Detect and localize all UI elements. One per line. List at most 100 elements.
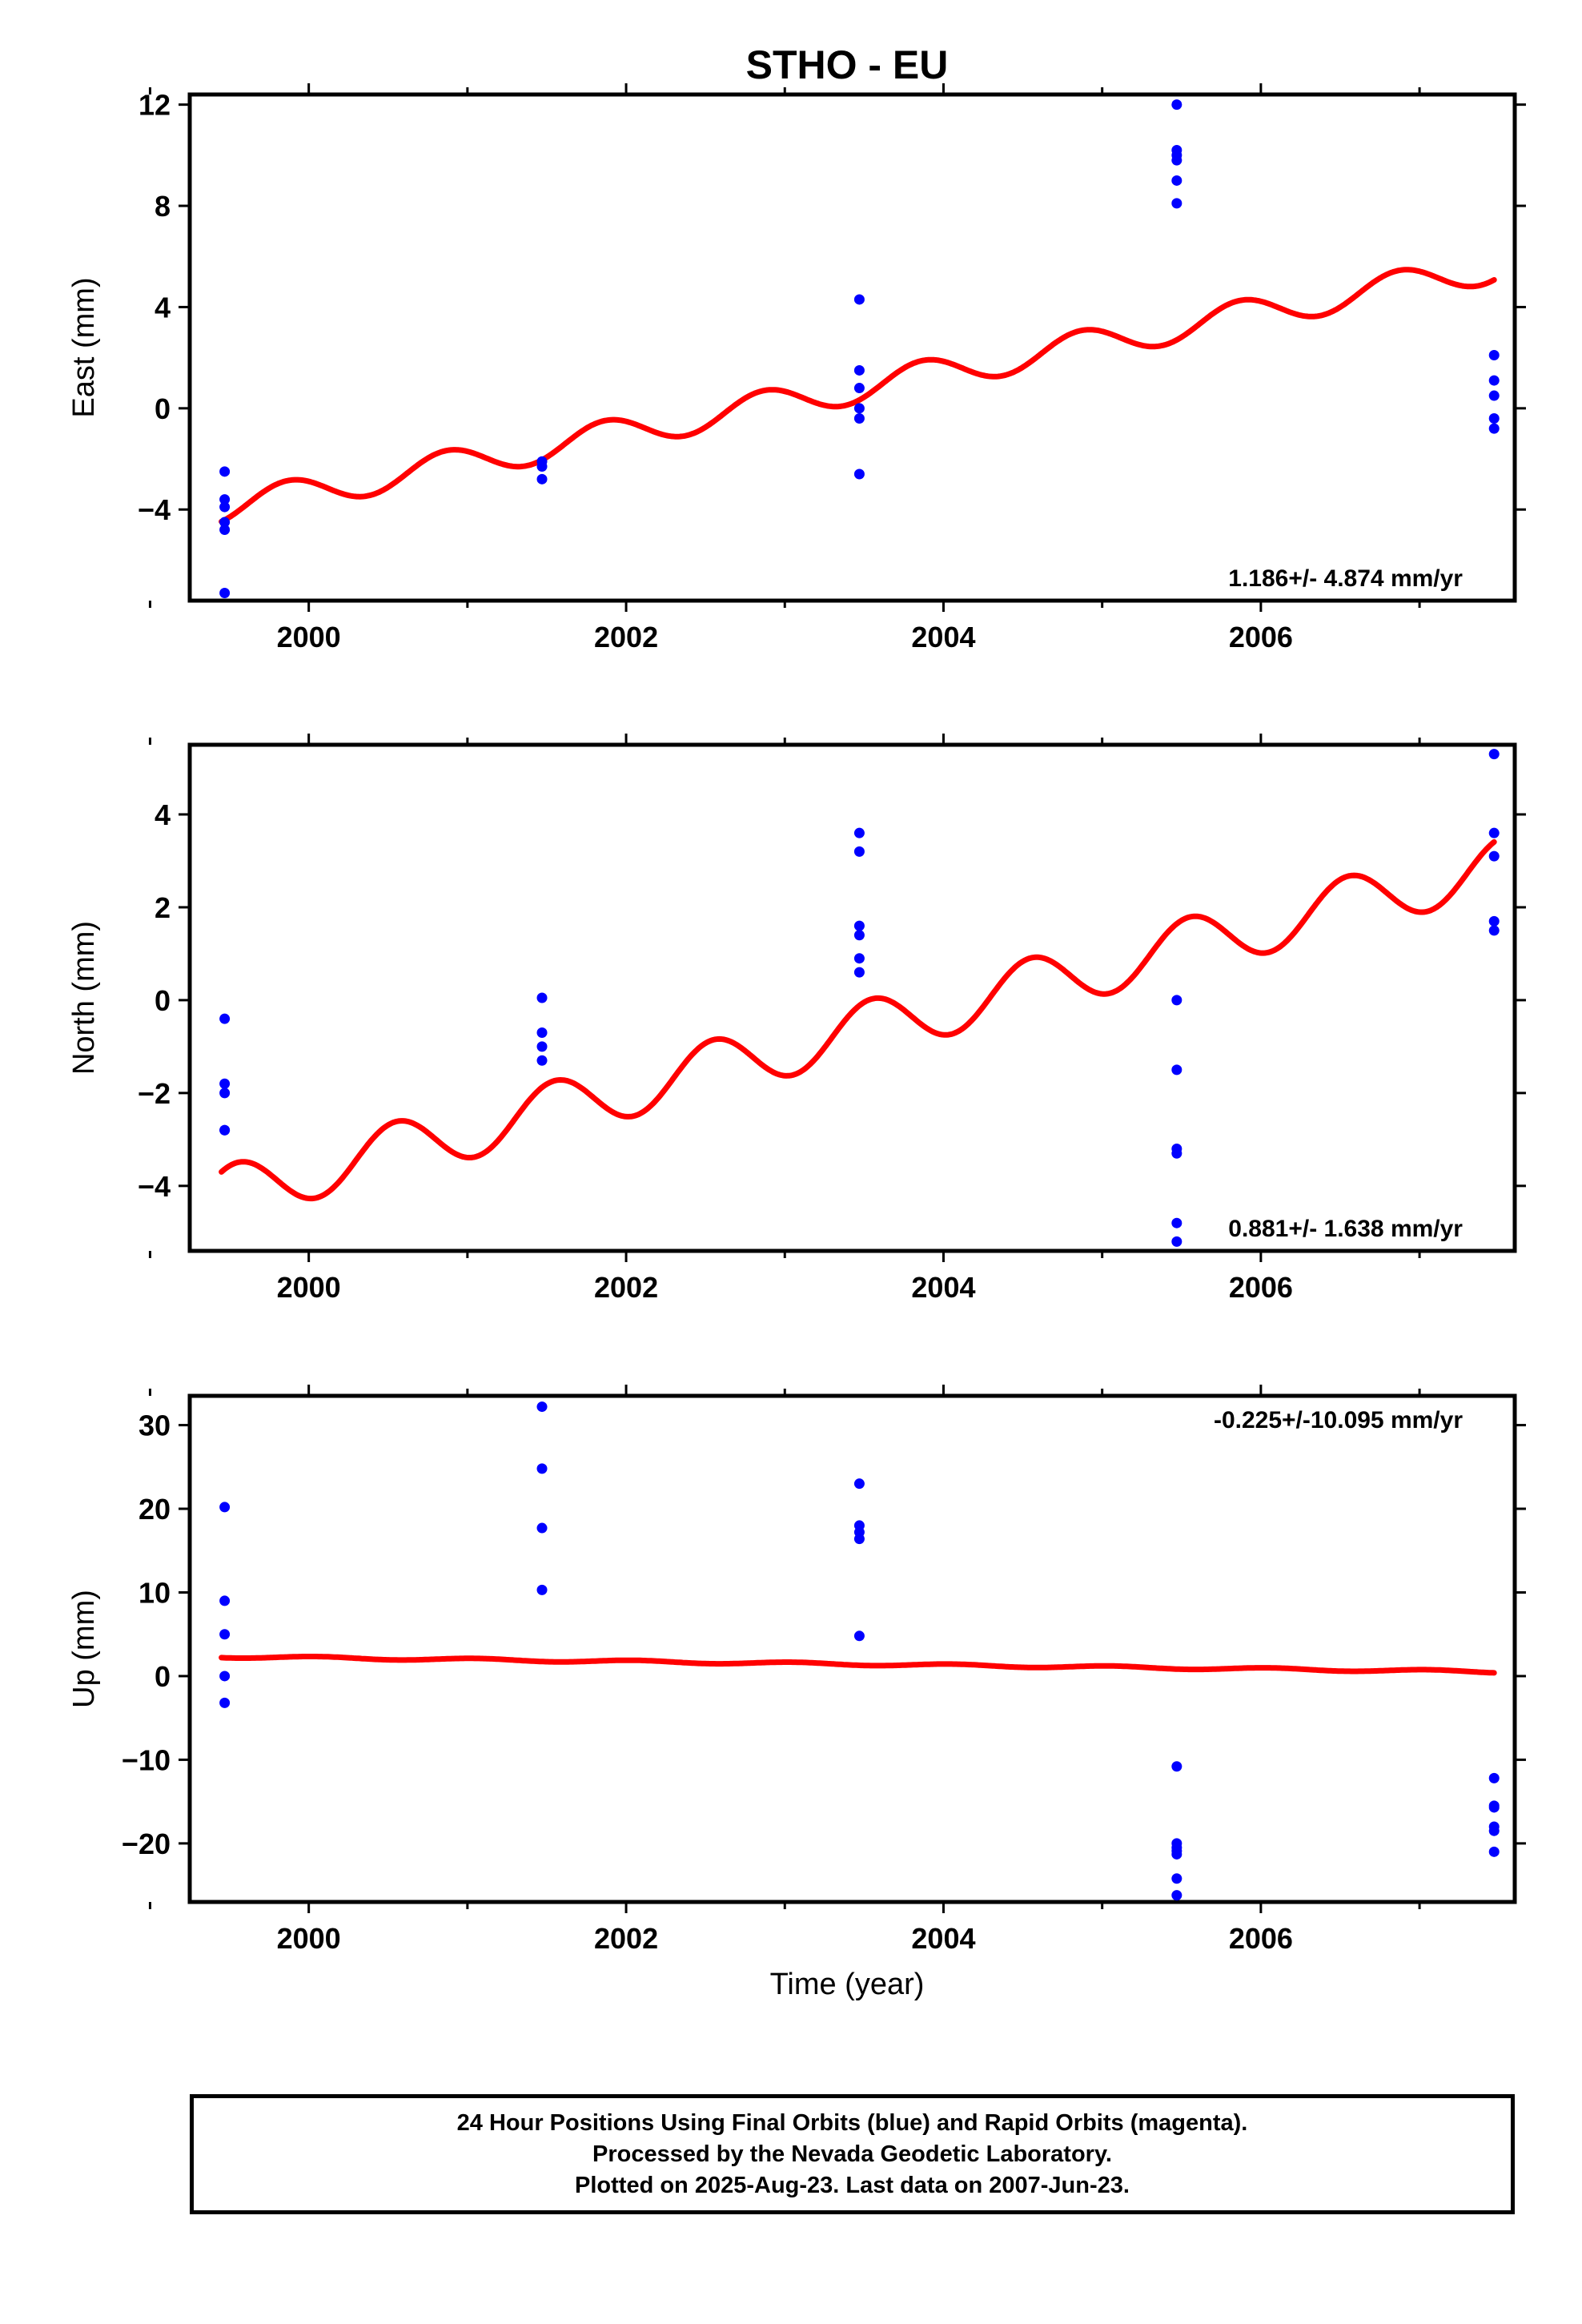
- data-point: [219, 494, 231, 505]
- x-tick-label: 2006: [1229, 621, 1293, 653]
- x-axis-title: Time (year): [770, 1968, 925, 2001]
- data-point: [1488, 925, 1500, 936]
- plot-area: [219, 1401, 1500, 1901]
- data-point: [1488, 412, 1500, 424]
- data-point: [1488, 1846, 1500, 1857]
- y-tick-label: 0: [155, 1660, 171, 1693]
- data-point: [536, 1584, 548, 1595]
- data-point: [853, 930, 865, 941]
- rate-label: 0.881+/- 1.638 mm/yr: [1228, 1216, 1463, 1242]
- data-point: [219, 501, 231, 513]
- data-point: [219, 1078, 231, 1089]
- footer-caption-box: 24 Hour Positions Using Final Orbits (bl…: [190, 2094, 1515, 2214]
- data-point: [1488, 1825, 1500, 1836]
- data-point: [853, 294, 865, 305]
- data-point: [219, 1595, 231, 1606]
- data-point: [1488, 349, 1500, 360]
- data-point: [853, 967, 865, 978]
- x-tick-label: 2004: [911, 1922, 975, 1955]
- x-tick-label: 2002: [594, 1922, 658, 1955]
- data-point: [1171, 1236, 1182, 1247]
- y-tick-label: −2: [138, 1077, 171, 1110]
- data-point: [853, 1630, 865, 1642]
- y-tick-label: 12: [139, 89, 171, 122]
- x-tick-label: 2002: [594, 621, 658, 653]
- y-tick-label: 10: [139, 1576, 171, 1609]
- data-point: [219, 1013, 231, 1024]
- x-tick-label: 2004: [911, 621, 975, 653]
- y-tick-label: 2: [155, 891, 171, 924]
- chart-title: STHO - EU: [746, 42, 949, 87]
- y-tick-label: −10: [122, 1743, 171, 1776]
- x-tick-label: 2006: [1229, 1271, 1293, 1304]
- data-point: [1171, 1064, 1182, 1076]
- x-tick-label: 2000: [277, 1922, 341, 1955]
- data-point: [1171, 1845, 1182, 1856]
- data-point: [536, 1463, 548, 1474]
- data-point: [219, 1671, 231, 1682]
- data-point: [853, 364, 865, 376]
- plot-frame: [187, 92, 1517, 603]
- data-point: [1171, 99, 1182, 111]
- footer-line-3: Plotted on 2025-Aug-23. Last data on 200…: [575, 2172, 1130, 2198]
- footer-line-1: 24 Hour Positions Using Final Orbits (bl…: [456, 2109, 1248, 2136]
- y-axis-title: North (mm): [67, 921, 101, 1075]
- x-tick-label: 2000: [277, 621, 341, 653]
- data-point: [853, 920, 865, 931]
- model-curve: [219, 838, 1497, 1202]
- y-tick-label: −4: [138, 1170, 171, 1203]
- data-point: [219, 1124, 231, 1136]
- data-point: [1488, 915, 1500, 927]
- x-tick-label: 2004: [911, 1271, 975, 1304]
- y-tick-label: −4: [138, 493, 171, 526]
- data-point: [536, 456, 548, 467]
- data-point: [1171, 1148, 1182, 1159]
- data-point: [219, 1697, 231, 1708]
- data-point: [219, 517, 231, 528]
- data-point: [853, 953, 865, 964]
- data-point: [219, 1629, 231, 1640]
- data-point: [853, 827, 865, 838]
- y-tick-label: 20: [139, 1493, 171, 1526]
- chart-panel-0: −4 0 4 8 12 2000 2002 2004 2006 East (mm) 1.186+/-…: [67, 83, 1526, 653]
- data-point: [219, 466, 231, 477]
- plot-frame: [187, 742, 1517, 1253]
- footer-line-2: Processed by the Nevada Geodetic Laborat…: [592, 2141, 1112, 2167]
- data-point: [1488, 375, 1500, 386]
- data-point: [536, 473, 548, 485]
- y-tick-label: 4: [155, 291, 171, 324]
- data-point: [1488, 1802, 1500, 1813]
- data-point: [219, 525, 231, 536]
- data-point: [853, 1478, 865, 1490]
- y-tick-label: −20: [122, 1827, 171, 1860]
- y-tick-label: 30: [139, 1409, 171, 1442]
- data-point: [1488, 1772, 1500, 1783]
- x-tick-label: 2000: [277, 1271, 341, 1304]
- data-point: [536, 1401, 548, 1413]
- data-point: [1171, 1890, 1182, 1901]
- data-point: [1488, 749, 1500, 760]
- data-point: [1171, 175, 1182, 186]
- chart-panel-1: −4 −2 0 2 4 2000 2002 2004 2006 North (mm) 0.881+/…: [67, 734, 1526, 1304]
- y-tick-label: 4: [155, 798, 171, 831]
- data-point: [1171, 995, 1182, 1006]
- plot-area: [219, 749, 1500, 1247]
- data-point: [536, 992, 548, 1003]
- data-point: [1171, 1873, 1182, 1884]
- data-point: [1171, 1761, 1182, 1772]
- chart-panel-2: −20 −10 0 10 20 30 2000 2002 2004 2006 Up (mm) -0.2…: [67, 1385, 1526, 1955]
- data-point: [536, 1041, 548, 1052]
- data-point: [1171, 1217, 1182, 1228]
- data-point: [536, 1522, 548, 1534]
- data-point: [536, 1027, 548, 1038]
- data-point: [1171, 198, 1182, 209]
- y-axis-title: East (mm): [67, 277, 101, 417]
- data-point: [853, 468, 865, 480]
- data-point: [1171, 155, 1182, 166]
- y-tick-label: 0: [155, 984, 171, 1017]
- data-point: [853, 412, 865, 424]
- data-point: [219, 588, 231, 599]
- data-point: [219, 1088, 231, 1099]
- data-point: [853, 403, 865, 414]
